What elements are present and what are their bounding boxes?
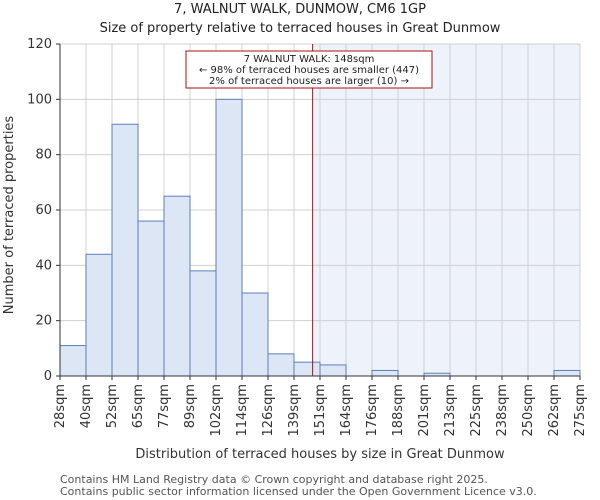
bar — [293, 361, 321, 377]
bar — [111, 123, 139, 377]
bar — [189, 270, 217, 377]
bar — [553, 369, 581, 377]
x-tick-label: 40sqm — [79, 384, 94, 428]
x-tick-label: 275sqm — [573, 384, 588, 437]
footer-licence: Contains public sector information licen… — [60, 485, 537, 498]
x-tick-label: 52sqm — [105, 384, 120, 428]
bar — [137, 220, 165, 377]
bar — [215, 98, 243, 377]
x-tick-label: 225sqm — [469, 384, 484, 437]
x-tick-label: 65sqm — [131, 384, 146, 428]
x-tick-label: 238sqm — [495, 384, 510, 437]
y-tick-label: 0 — [44, 369, 52, 384]
x-tick-label: 89sqm — [183, 384, 198, 428]
bar — [85, 253, 113, 377]
y-tick-label: 80 — [35, 148, 52, 163]
x-tick-label: 188sqm — [391, 384, 406, 437]
x-axis-label: Distribution of terraced houses by size … — [135, 447, 505, 462]
bar — [241, 292, 269, 377]
x-tick-label: 139sqm — [287, 384, 302, 437]
annotation-line-1: 7 WALNUT WALK: 148sqm — [244, 54, 375, 65]
x-tick-label: 201sqm — [417, 384, 432, 437]
x-tick-label: 151sqm — [313, 384, 328, 437]
chart-title: 7, WALNUT WALK, DUNMOW, CM6 1GP — [174, 2, 426, 17]
bar — [59, 345, 87, 377]
y-tick-label: 120 — [27, 37, 52, 52]
annotation-line-3: 2% of terraced houses are larger (10) → — [209, 76, 409, 87]
y-tick-label: 20 — [35, 314, 52, 329]
x-tick-label: 164sqm — [339, 384, 354, 437]
chart-subtitle: Size of property relative to terraced ho… — [99, 21, 501, 36]
x-tick-label: 262sqm — [547, 384, 562, 437]
bar — [319, 364, 347, 377]
bar — [163, 195, 191, 377]
histogram-chart: 0 20 40 60 80 100 120 28sqm 40sqm 52sqm 65sqm 77sqm… — [2, 37, 588, 462]
annotation-line-2: ← 98% of terraced houses are smaller (44… — [199, 65, 419, 76]
x-tick-label: 28sqm — [53, 384, 68, 428]
marker-annotation: 7 WALNUT WALK: 148sqm ← 98% of terraced … — [185, 50, 433, 89]
y-tick-label: 100 — [27, 92, 52, 107]
x-tick-label: 126sqm — [261, 384, 276, 437]
y-axis-label: Number of terraced properties — [2, 116, 17, 315]
x-tick-label: 213sqm — [443, 384, 458, 437]
x-tick-label: 250sqm — [521, 384, 536, 437]
bar — [267, 353, 295, 377]
y-tick-label: 60 — [35, 203, 52, 218]
x-tick-label: 114sqm — [235, 384, 250, 437]
footer-copyright: Contains HM Land Registry data © Crown c… — [60, 473, 488, 486]
y-tick-label: 40 — [35, 258, 52, 273]
bar — [371, 369, 399, 377]
x-tick-label: 102sqm — [209, 384, 224, 437]
x-tick-label: 176sqm — [365, 384, 380, 437]
x-tick-label: 77sqm — [157, 384, 172, 428]
